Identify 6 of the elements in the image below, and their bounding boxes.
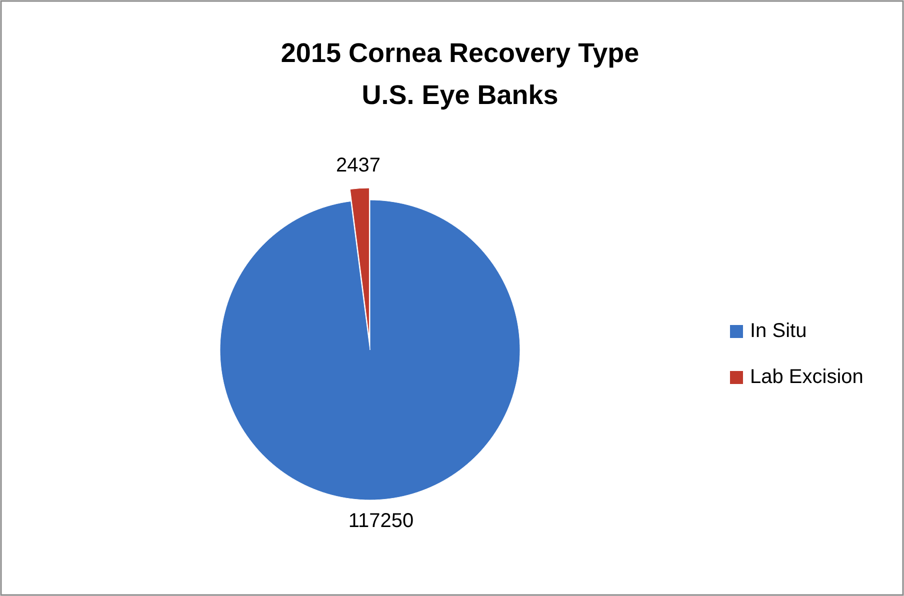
data-label: 2437 bbox=[336, 154, 380, 177]
legend-label: Lab Excision bbox=[750, 366, 864, 388]
data-label: 117250 bbox=[348, 510, 414, 532]
legend-label: In Situ bbox=[750, 320, 807, 342]
chart-subtitle: U.S. Eye Banks bbox=[362, 80, 558, 110]
chart-title: 2015 Cornea Recovery Type bbox=[280, 38, 640, 68]
